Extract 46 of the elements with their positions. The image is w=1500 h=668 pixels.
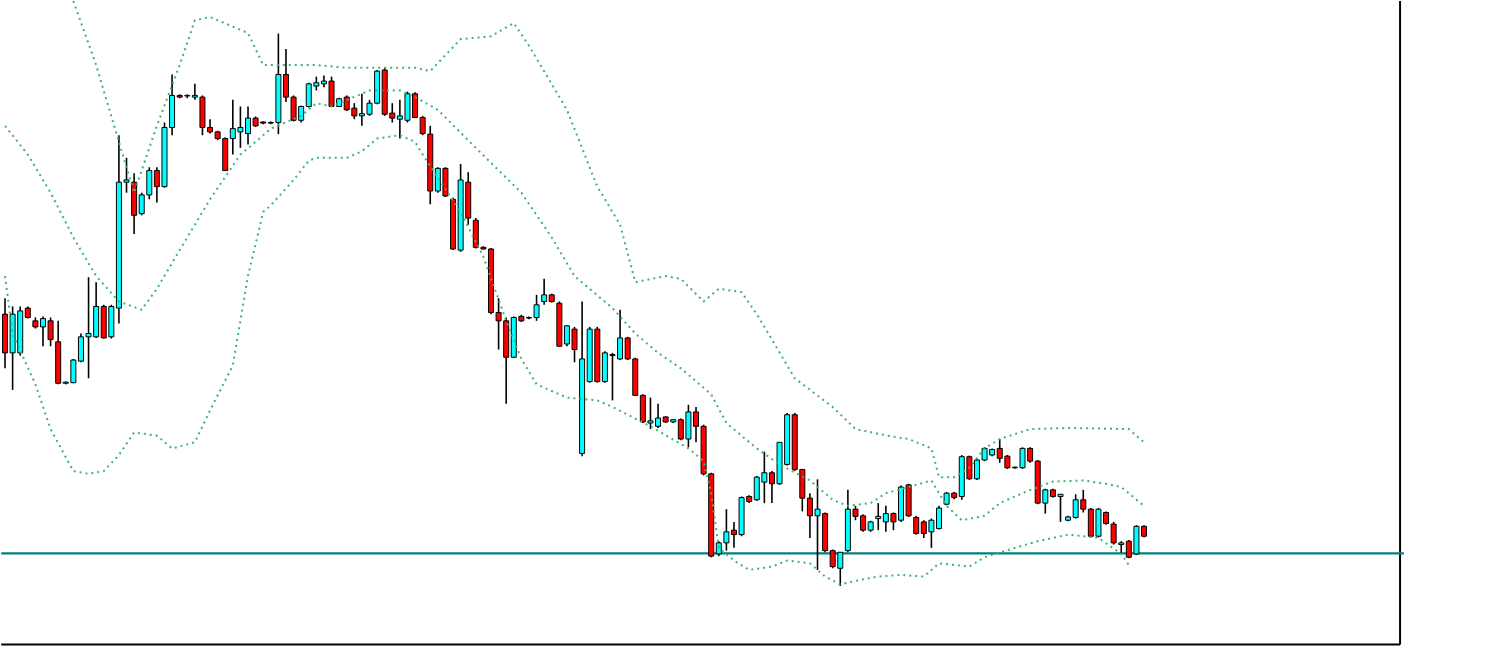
candlestick [882,504,889,533]
candlestick [328,75,335,108]
candlestick [814,478,821,571]
candlestick [131,172,138,235]
candlestick [905,482,912,518]
candlestick [875,502,882,531]
candlestick [647,396,654,430]
candlestick [1133,524,1140,556]
candlestick [222,136,229,172]
candlestick [55,319,62,385]
candlestick [17,305,24,357]
candlestick [685,403,692,448]
candlestick [237,105,244,149]
candlestick [93,281,100,339]
candlestick [85,276,92,379]
candlestick [396,98,403,140]
candlestick [472,217,479,250]
candlestick [935,504,942,531]
candlestick [1095,507,1102,538]
candlestick [958,454,965,501]
candlestick [100,303,107,340]
candlestick [723,508,730,552]
candlestick [753,475,760,502]
candlestick [761,450,768,504]
candlestick [442,166,449,198]
candlestick [996,438,1003,464]
candlestick [844,488,851,553]
candlestick [1072,493,1079,520]
candlestick [1057,493,1064,523]
candlestick [556,300,563,347]
candlestick [510,315,517,359]
candlestick [47,316,54,347]
candlestick [1087,507,1094,538]
candlestick [837,551,844,587]
candlestick [2,297,9,369]
candlestick [1019,446,1026,470]
candlestick [913,514,920,536]
candlestick [381,66,388,117]
candlestick [617,308,624,361]
candlestick [655,402,662,429]
candlestick [245,105,252,146]
candlestick [9,305,16,391]
candlestick [503,316,510,405]
candlestick [358,92,365,127]
candlestick [898,484,905,523]
candlestick [39,315,46,347]
